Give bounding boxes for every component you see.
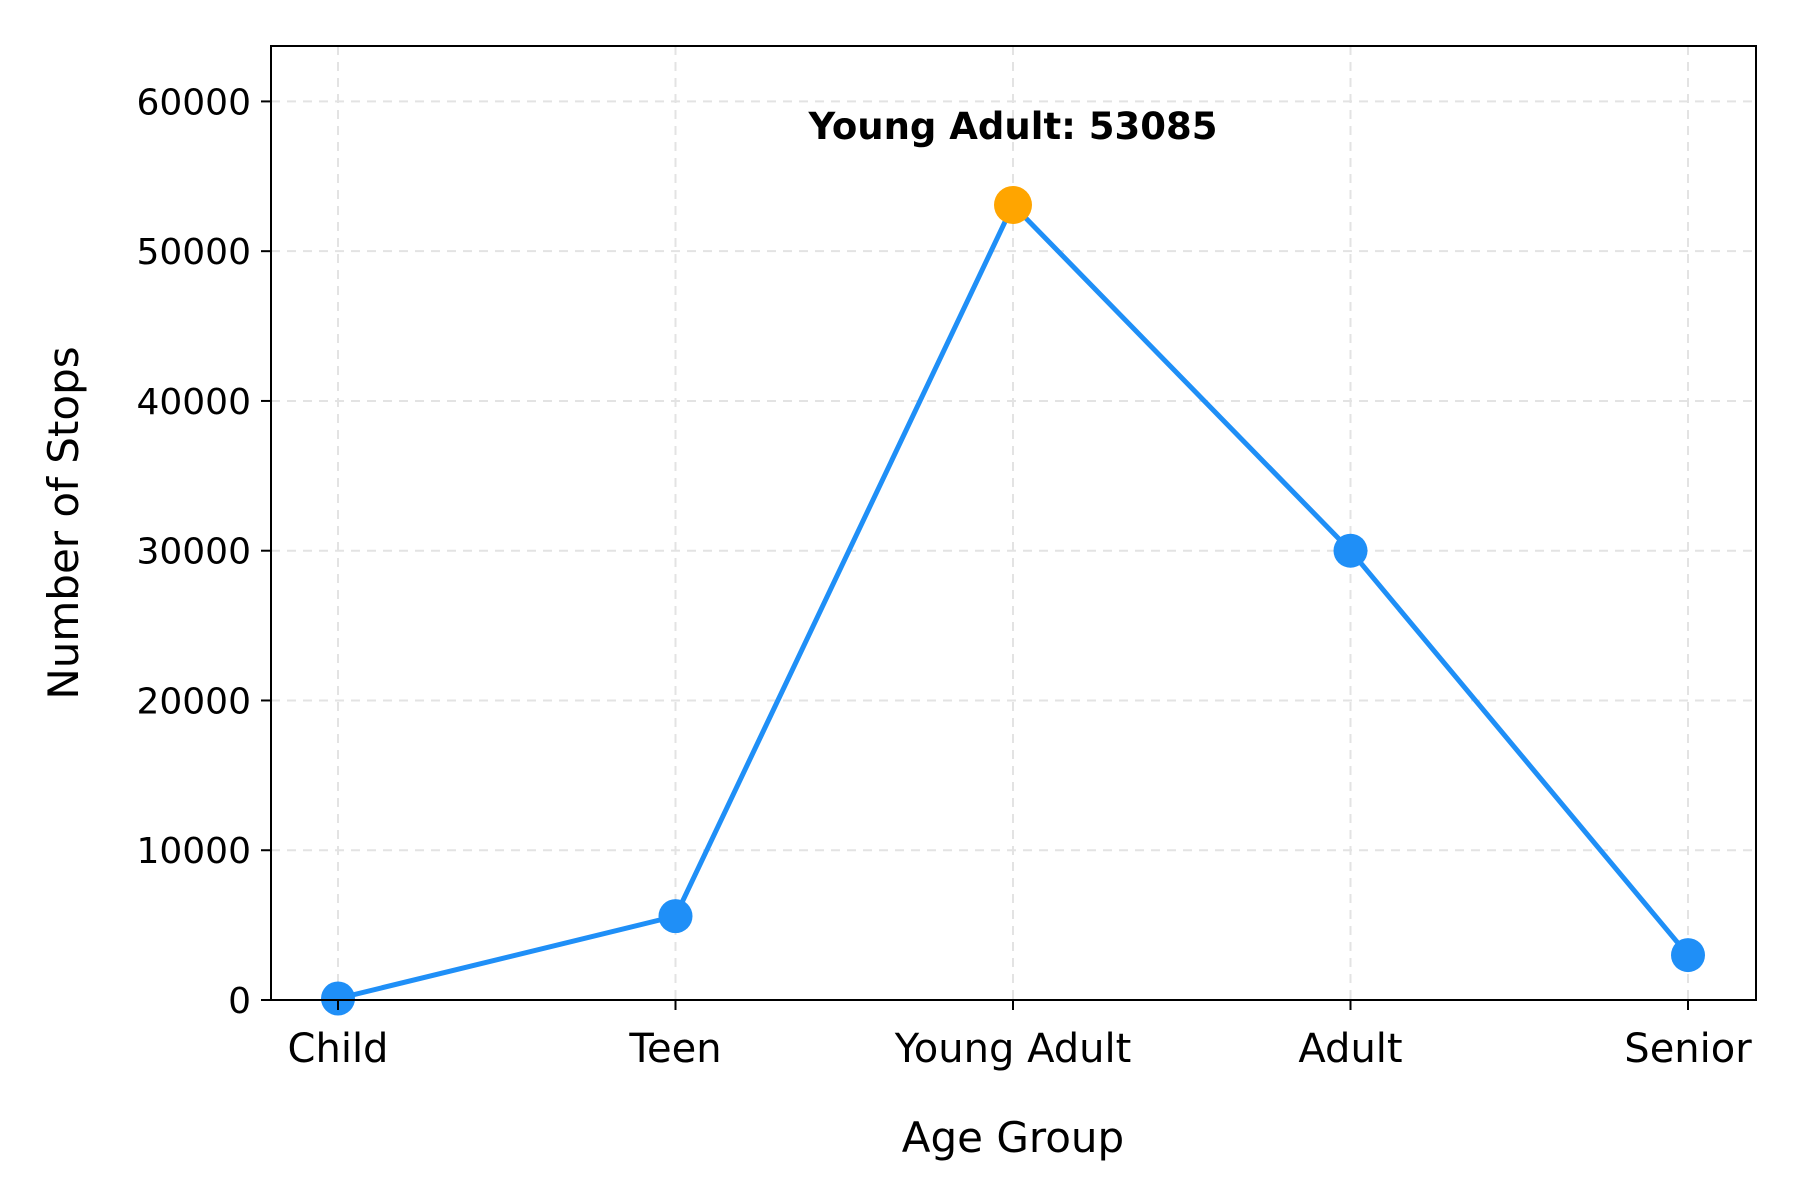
x-tick-label: Young Adult — [894, 1026, 1132, 1072]
y-tick-label: 0 — [228, 981, 251, 1022]
peak-annotation: Young Adult: 53085 — [807, 105, 1217, 148]
y-axis-title: Number of Stops — [39, 346, 88, 699]
x-tick-label: Teen — [628, 1026, 721, 1072]
y-tick-label: 60000 — [136, 82, 251, 123]
y-tick-label: 40000 — [136, 382, 251, 423]
data-point — [1333, 533, 1368, 568]
x-tick-label: Adult — [1298, 1026, 1402, 1072]
x-axis-title: Age Group — [902, 1113, 1124, 1162]
data-point — [1671, 938, 1705, 973]
data-point — [321, 981, 355, 1016]
x-tick-label: Senior — [1624, 1026, 1752, 1072]
y-tick-label: 10000 — [136, 831, 251, 872]
y-tick-label: 50000 — [136, 232, 251, 273]
axis-ticks: 0 10000 20000 30000 40000 50000 60000 Child Teen… — [136, 82, 1752, 1072]
data-point — [658, 899, 693, 934]
peak-point — [994, 185, 1032, 224]
series-layer — [321, 185, 1705, 1016]
grid-lines — [271, 46, 1756, 1001]
x-tick-label: Child — [288, 1026, 389, 1072]
y-tick-label: 20000 — [136, 681, 251, 722]
y-tick-label: 30000 — [136, 532, 251, 573]
